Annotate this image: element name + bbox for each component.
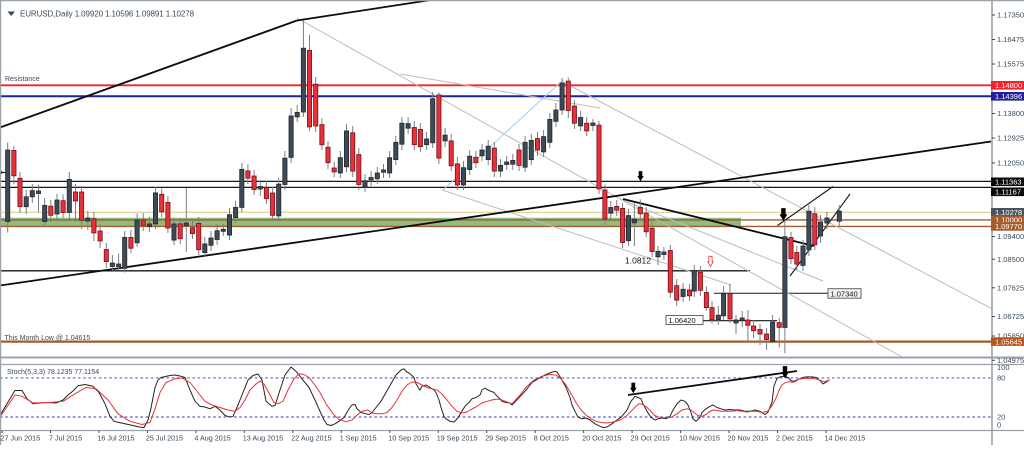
svg-text:27 Jun 2015: 27 Jun 2015 bbox=[1, 433, 41, 442]
svg-text:16 Jul 2015: 16 Jul 2015 bbox=[97, 433, 134, 442]
svg-text:7 Jul 2015: 7 Jul 2015 bbox=[49, 433, 82, 442]
svg-text:10 Sep 2015: 10 Sep 2015 bbox=[388, 433, 429, 442]
svg-text:22 Aug 2015: 22 Aug 2015 bbox=[291, 433, 331, 442]
svg-text:1.05645: 1.05645 bbox=[995, 337, 1022, 346]
svg-text:4 Aug 2015: 4 Aug 2015 bbox=[194, 433, 230, 442]
svg-text:25 Jul 2015: 25 Jul 2015 bbox=[146, 433, 183, 442]
svg-text:1 Sep 2015: 1 Sep 2015 bbox=[340, 433, 377, 442]
svg-text:1.10278: 1.10278 bbox=[995, 208, 1022, 217]
svg-text:19 Sep 2015: 19 Sep 2015 bbox=[437, 433, 478, 442]
svg-text:1.05850: 1.05850 bbox=[997, 332, 1024, 341]
svg-text:29 Sep 2015: 29 Sep 2015 bbox=[485, 433, 526, 442]
svg-text:14 Dec 2015: 14 Dec 2015 bbox=[825, 433, 866, 442]
svg-text:1.0812: 1.0812 bbox=[625, 256, 651, 266]
svg-text:1.08500: 1.08500 bbox=[997, 255, 1024, 264]
svg-text:This Month Low @ 1.04615: This Month Low @ 1.04615 bbox=[5, 335, 91, 342]
svg-text:1.09400: 1.09400 bbox=[997, 232, 1024, 241]
svg-text:EURUSD,Daily 1.09920 1.10596: EURUSD,Daily 1.09920 1.10596 1.09891 1.1… bbox=[20, 10, 195, 19]
svg-text:1.09770: 1.09770 bbox=[995, 222, 1022, 231]
svg-text:2 Dec 2015: 2 Dec 2015 bbox=[776, 433, 813, 442]
svg-text:100: 100 bbox=[997, 363, 1010, 372]
svg-text:20 Nov 2015: 20 Nov 2015 bbox=[728, 433, 769, 442]
svg-text:29 Oct 2015: 29 Oct 2015 bbox=[631, 433, 670, 442]
svg-text:8 Oct 2015: 8 Oct 2015 bbox=[534, 433, 569, 442]
svg-text:0: 0 bbox=[997, 420, 1001, 429]
svg-text:Resistance: Resistance bbox=[5, 76, 40, 83]
svg-text:1.13800: 1.13800 bbox=[997, 109, 1024, 118]
svg-text:1.15575: 1.15575 bbox=[997, 60, 1024, 69]
svg-text:1.16475: 1.16475 bbox=[997, 35, 1024, 44]
svg-text:1.06420: 1.06420 bbox=[669, 316, 696, 325]
svg-text:1.14396: 1.14396 bbox=[995, 92, 1022, 101]
svg-text:Stoch(5,3,3) 78.1235 77.1154: Stoch(5,3,3) 78.1235 77.1154 bbox=[7, 369, 99, 376]
svg-text:10 Nov 2015: 10 Nov 2015 bbox=[679, 433, 720, 442]
svg-text:80: 80 bbox=[997, 374, 1005, 383]
svg-text:13 Aug 2015: 13 Aug 2015 bbox=[243, 433, 283, 442]
svg-text:1.12925: 1.12925 bbox=[997, 134, 1024, 143]
svg-text:1.06725: 1.06725 bbox=[997, 312, 1024, 321]
svg-text:20 Oct 2015: 20 Oct 2015 bbox=[582, 433, 621, 442]
svg-text:1.07340: 1.07340 bbox=[831, 290, 858, 299]
svg-text:1.12050: 1.12050 bbox=[997, 159, 1024, 168]
svg-text:20: 20 bbox=[997, 413, 1005, 422]
svg-text:1.07625: 1.07625 bbox=[997, 284, 1024, 293]
svg-text:1.17350: 1.17350 bbox=[997, 11, 1024, 20]
svg-text:1.14800: 1.14800 bbox=[995, 81, 1022, 90]
svg-text:1.10000: 1.10000 bbox=[995, 216, 1022, 225]
svg-text:1.11363: 1.11363 bbox=[995, 178, 1022, 187]
svg-text:1.04975: 1.04975 bbox=[997, 356, 1024, 365]
svg-text:1.11167: 1.11167 bbox=[995, 188, 1021, 197]
